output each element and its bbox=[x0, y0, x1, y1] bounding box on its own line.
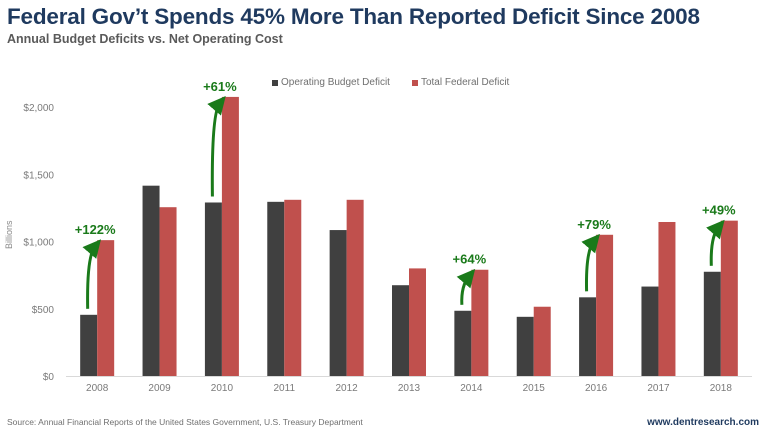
website-link[interactable]: www.dentresearch.com bbox=[647, 417, 759, 428]
bar-total-deficit bbox=[720, 220, 738, 376]
legend-label-operating: Operating Budget Deficit bbox=[281, 77, 390, 88]
bar-operating-deficit bbox=[392, 285, 409, 376]
bar-operating-deficit bbox=[329, 230, 347, 376]
x-tick-label: 2012 bbox=[336, 383, 359, 394]
bar-operating-deficit bbox=[579, 297, 597, 376]
x-tick-label: 2013 bbox=[398, 383, 421, 394]
y-tick-label: $1,000 bbox=[23, 238, 54, 249]
legend: Operating Budget Deficit Total Federal D… bbox=[272, 77, 509, 88]
bar-operating-deficit bbox=[80, 314, 98, 376]
bar-operating-deficit bbox=[142, 185, 160, 376]
source-note: Source: Annual Financial Reports of the … bbox=[7, 417, 363, 427]
bar-total-deficit bbox=[284, 199, 302, 376]
bar-total-deficit bbox=[221, 96, 239, 376]
bar-operating-deficit bbox=[454, 310, 472, 376]
x-tick-label: 2017 bbox=[647, 383, 670, 394]
bar-total-deficit bbox=[159, 207, 177, 376]
bar-operating-deficit bbox=[516, 316, 534, 376]
legend-item-total: Total Federal Deficit bbox=[411, 77, 510, 88]
bar-operating-deficit bbox=[267, 201, 285, 376]
x-tick-label: 2016 bbox=[585, 383, 608, 394]
bar-total-deficit bbox=[533, 306, 551, 376]
x-tick-label: 2008 bbox=[86, 383, 109, 394]
bar-total-deficit bbox=[658, 221, 676, 376]
chart-subtitle: Annual Budget Deficits vs. Net Operating… bbox=[7, 32, 283, 46]
growth-arrow bbox=[82, 239, 102, 309]
y-tick-label: $2,000 bbox=[23, 103, 54, 114]
legend-item-operating: Operating Budget Deficit bbox=[272, 77, 390, 88]
growth-arrow bbox=[207, 96, 226, 197]
growth-annotation: +122% bbox=[75, 222, 116, 237]
x-tick-label: 2015 bbox=[523, 383, 546, 394]
growth-arrow bbox=[456, 268, 476, 305]
bar-operating-deficit bbox=[703, 271, 721, 376]
growth-annotation: +61% bbox=[203, 79, 237, 94]
bar-total-deficit bbox=[97, 240, 115, 376]
legend-swatch-operating bbox=[272, 79, 278, 86]
growth-arrow bbox=[706, 219, 725, 266]
chart-title: Federal Gov’t Spends 45% More Than Repor… bbox=[7, 4, 700, 29]
bar-total-deficit bbox=[471, 269, 489, 376]
y-tick-label: $0 bbox=[43, 372, 55, 383]
bar-total-deficit bbox=[596, 234, 614, 376]
growth-arrow bbox=[581, 233, 600, 292]
x-tick-label: 2009 bbox=[148, 383, 171, 394]
growth-annotation: +79% bbox=[577, 217, 611, 232]
legend-label-total: Total Federal Deficit bbox=[420, 77, 510, 88]
bar-total-deficit bbox=[409, 268, 426, 376]
growth-annotation: +49% bbox=[702, 203, 736, 218]
bar-operating-deficit bbox=[641, 286, 659, 376]
y-axis-label: Billions bbox=[4, 220, 14, 249]
x-tick-label: 2010 bbox=[211, 383, 234, 394]
y-tick-label: $1,500 bbox=[23, 170, 54, 181]
y-tick-label: $500 bbox=[32, 305, 55, 316]
x-tick-label: 2011 bbox=[274, 383, 296, 394]
bar-total-deficit bbox=[346, 199, 364, 376]
bar-operating-deficit bbox=[204, 202, 222, 376]
growth-annotation: +64% bbox=[453, 252, 487, 267]
x-tick-label: 2018 bbox=[710, 383, 733, 394]
legend-swatch-total bbox=[411, 79, 418, 86]
x-tick-label: 2014 bbox=[460, 383, 483, 394]
